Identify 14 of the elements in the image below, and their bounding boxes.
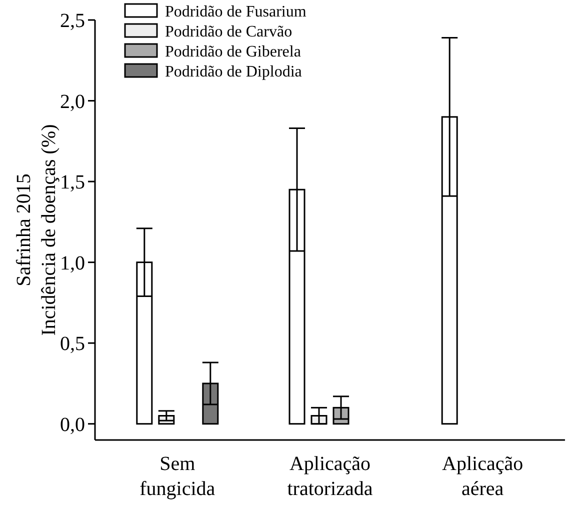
legend-label: Podridão de Giberela <box>165 44 301 61</box>
x-tick-label: Sem fungicida <box>140 453 216 500</box>
y-tick-label: 0,0 <box>60 414 85 436</box>
legend-label: Podridão de Diplodia <box>165 64 302 81</box>
legend-label: Podridão de Fusarium <box>165 4 307 21</box>
y-tick-label: 1,0 <box>60 252 85 274</box>
y-tick-label: 2,0 <box>60 90 85 113</box>
x-tick-label: Aplicação aérea <box>442 453 524 500</box>
y-axis-title: Safrinha 2015 Incidência de doenças (%) <box>13 124 60 336</box>
x-tick-label: Aplicação tratorizada <box>287 453 373 500</box>
y-tick-label: 2,5 <box>60 10 85 32</box>
legend-label: Podridão de Carvão <box>165 24 292 41</box>
y-tick-label: 1,5 <box>60 172 85 194</box>
y-tick-label: 0,5 <box>60 333 85 356</box>
